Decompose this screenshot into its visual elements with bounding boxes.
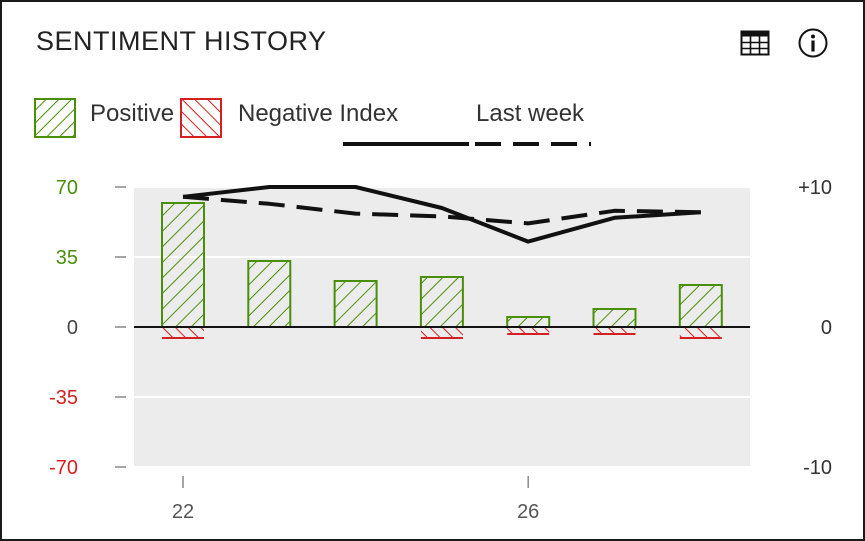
left-axis-tick-label: -35 xyxy=(49,387,78,409)
left-axis-tick-label: 35 xyxy=(56,247,78,269)
right-axis-tick-label: -10 xyxy=(803,457,832,479)
positive-bar xyxy=(592,308,637,328)
last-week-line xyxy=(182,194,701,226)
positive-bar xyxy=(678,284,723,328)
index-line xyxy=(182,185,701,244)
positive-bar xyxy=(506,316,551,328)
negative-bar xyxy=(679,328,722,338)
legend-positive-label: Positive xyxy=(90,100,175,127)
table-view-icon[interactable] xyxy=(738,26,772,60)
positive-bar xyxy=(161,202,205,328)
card-title: SENTIMENT HISTORY xyxy=(36,26,327,56)
left-axis-tick-label: 70 xyxy=(56,177,78,199)
legend-index-label: Negative Index xyxy=(238,100,399,127)
legend-positive-swatch xyxy=(34,98,76,138)
right-axis-tick-label: 0 xyxy=(821,317,832,339)
negative-bar xyxy=(593,328,636,334)
negative-bar xyxy=(507,328,550,334)
legend-last-week-label: Last week xyxy=(476,100,585,127)
legend-negative-swatch xyxy=(180,98,222,138)
x-axis-tick-label: 22 xyxy=(172,501,194,523)
left-axis-tick-label: 0 xyxy=(67,317,78,339)
left-axis-tick-label: -70 xyxy=(49,457,78,479)
negative-bar xyxy=(162,328,204,338)
positive-bar xyxy=(419,276,464,328)
positive-bar xyxy=(333,280,378,328)
x-axis-tick-label: 26 xyxy=(517,501,539,523)
positive-bar xyxy=(247,260,292,328)
negative-bar xyxy=(420,328,463,338)
right-axis-tick-label: +10 xyxy=(798,177,832,199)
info-icon[interactable] xyxy=(796,26,830,60)
